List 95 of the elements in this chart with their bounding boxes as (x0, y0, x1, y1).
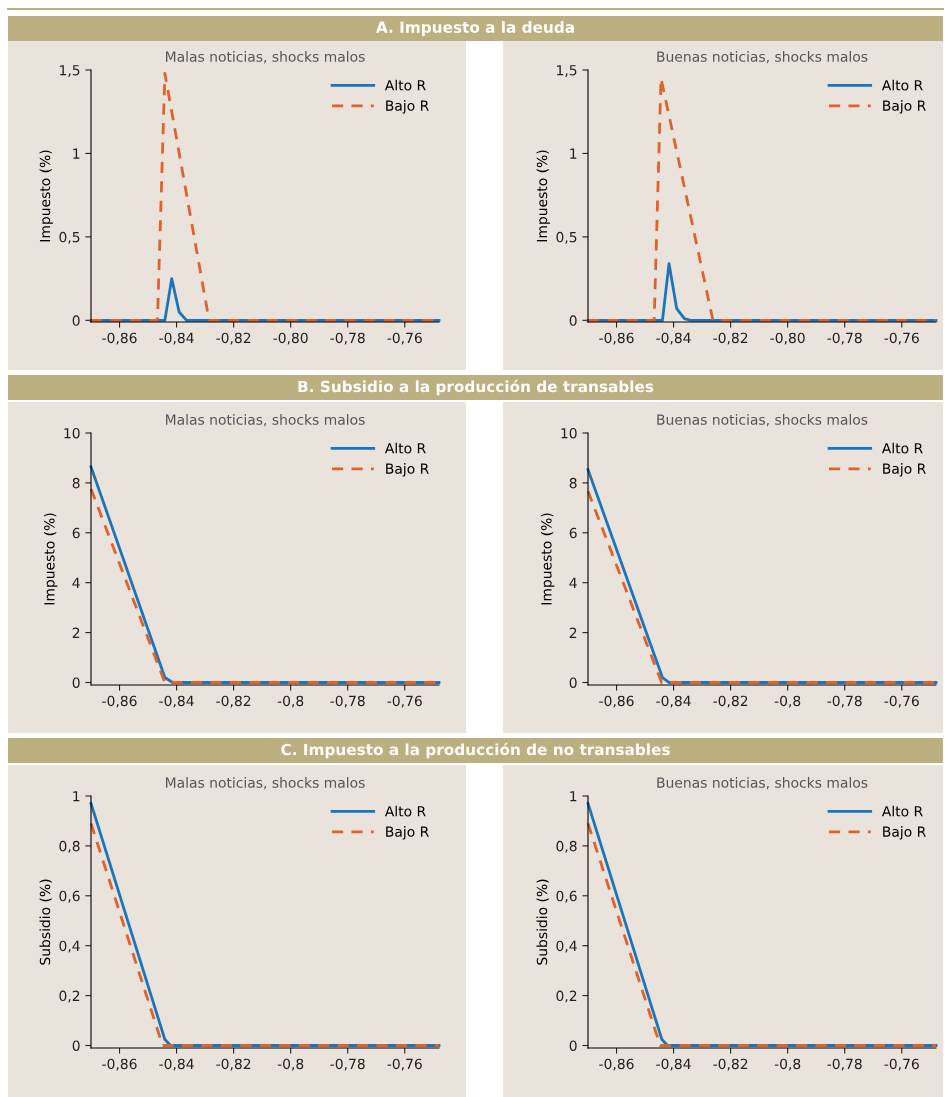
y-axis-title: Impuesto (%) (540, 513, 555, 605)
y-tick-label: 6 (72, 527, 80, 539)
x-tick-label: -0,78 (330, 695, 365, 708)
y-tick-label: 0,5 (556, 231, 577, 244)
x-tick-label: -0,78 (827, 695, 862, 708)
y-tick-label: 1,5 (557, 65, 577, 77)
y-tick-label: 1 (73, 148, 80, 159)
x-tick-label: -0,84 (159, 695, 194, 708)
y-tick-label: 10 (561, 427, 577, 439)
text: B. Subsidio a la producción de transables (298, 379, 654, 396)
legend-label: Alto R (384, 442, 426, 454)
legend-label: Bajo R (883, 463, 926, 477)
x-tick-label: -0,76 (387, 1058, 422, 1071)
x-tick-label: -0,84 (656, 332, 691, 345)
x-tick-label: -0,86 (102, 1058, 137, 1071)
chart-subtitle: Buenas noticias, shocks malos (657, 777, 868, 790)
chart-subtitle: Buenas noticias, shocks malos (657, 51, 868, 64)
y-tick-label: 10 (64, 427, 80, 439)
y-tick-label: 1 (570, 791, 577, 802)
x-tick-label: -0,84 (159, 332, 194, 345)
x-tick-label: -0,82 (216, 695, 251, 708)
x-tick-label: -0,78 (827, 1058, 862, 1071)
x-tick-label: -0,80 (770, 332, 805, 345)
y-tick-label: 1 (73, 791, 80, 802)
y-tick-label: 0 (569, 1040, 577, 1051)
legend-label: Alto R (881, 805, 923, 817)
chart-subtitle: Malas noticias, shocks malos (166, 51, 365, 64)
x-tick-label: -0,86 (599, 332, 634, 345)
x-tick-label: -0,8 (277, 1058, 304, 1071)
chart-subtitle: Malas noticias, shocks malos (166, 777, 365, 790)
x-tick-label: -0,82 (713, 695, 748, 708)
y-tick-label: 2 (72, 627, 80, 638)
y-tick-label: 0 (72, 1040, 80, 1051)
y-tick-label: 0 (72, 315, 80, 326)
x-tick-label: -0,86 (599, 1058, 634, 1071)
y-tick-label: 8 (569, 477, 577, 489)
text: C. Impuesto a la producción de no transables (281, 742, 670, 759)
y-tick-label: 0,4 (59, 940, 80, 953)
y-axis-title: Impuesto (%) (43, 513, 58, 605)
x-tick-label: -0,76 (387, 695, 422, 708)
y-tick-label: 1,5 (60, 65, 80, 77)
y-tick-label: 0 (72, 677, 80, 688)
y-tick-label: 4 (569, 577, 577, 588)
y-tick-label: 1 (570, 148, 577, 159)
y-tick-label: 8 (72, 477, 80, 489)
y-tick-label: 0,8 (59, 840, 80, 853)
x-tick-label: -0,82 (216, 1058, 251, 1071)
x-tick-label: -0,76 (884, 1058, 919, 1071)
text: A. Impuesto a la deuda (376, 21, 574, 36)
x-tick-label: -0,86 (599, 695, 634, 708)
legend-label: Alto R (384, 805, 426, 817)
x-tick-label: -0,80 (273, 332, 308, 345)
chart-subtitle: Buenas noticias, shocks malos (657, 414, 868, 427)
y-tick-label: 0,6 (556, 890, 577, 903)
legend-label: Alto R (881, 442, 923, 454)
x-tick-label: -0,84 (656, 695, 691, 708)
x-tick-label: -0,78 (330, 332, 365, 345)
x-tick-label: -0,78 (330, 1058, 365, 1071)
y-tick-label: 0,6 (59, 890, 80, 903)
y-tick-label: 0,8 (556, 840, 577, 853)
y-tick-label: 6 (569, 527, 577, 539)
x-tick-label: -0,76 (884, 332, 919, 345)
y-tick-label: 0 (569, 677, 577, 688)
x-tick-label: -0,86 (102, 695, 137, 708)
x-tick-label: -0,8 (277, 695, 304, 708)
y-axis-title: Subsidio (%) (536, 879, 549, 965)
x-tick-label: -0,82 (216, 332, 251, 345)
x-tick-label: -0,78 (827, 332, 862, 345)
y-axis-title: Impuesto (%) (39, 150, 53, 242)
y-tick-label: 0 (569, 315, 577, 326)
x-tick-label: -0,76 (387, 332, 422, 345)
y-tick-label: 0,2 (556, 990, 577, 1003)
x-tick-label: -0,84 (159, 1058, 194, 1071)
y-tick-label: 0,5 (59, 231, 80, 244)
legend-label: Alto R (881, 79, 923, 91)
y-tick-label: 4 (72, 577, 80, 588)
x-tick-label: -0,8 (774, 695, 801, 708)
x-tick-label: -0,82 (713, 332, 748, 345)
chart-subtitle: Malas noticias, shocks malos (166, 414, 365, 427)
legend-label: Alto R (384, 79, 426, 91)
legend-label: Bajo R (883, 100, 926, 114)
x-tick-label: -0,86 (102, 332, 137, 345)
x-tick-label: -0,8 (774, 1058, 801, 1071)
y-tick-label: 2 (569, 627, 577, 638)
y-tick-label: 0,4 (556, 940, 577, 953)
legend-label: Bajo R (386, 463, 429, 477)
x-tick-label: -0,82 (713, 1058, 748, 1071)
y-tick-label: 0,2 (59, 990, 80, 1003)
legend-label: Bajo R (386, 100, 429, 114)
x-tick-label: -0,84 (656, 1058, 691, 1071)
y-axis-title: Impuesto (%) (536, 150, 550, 242)
y-axis-title: Subsidio (%) (39, 879, 52, 965)
x-tick-label: -0,76 (884, 695, 919, 708)
legend-label: Bajo R (386, 826, 429, 840)
legend-label: Bajo R (883, 826, 926, 840)
